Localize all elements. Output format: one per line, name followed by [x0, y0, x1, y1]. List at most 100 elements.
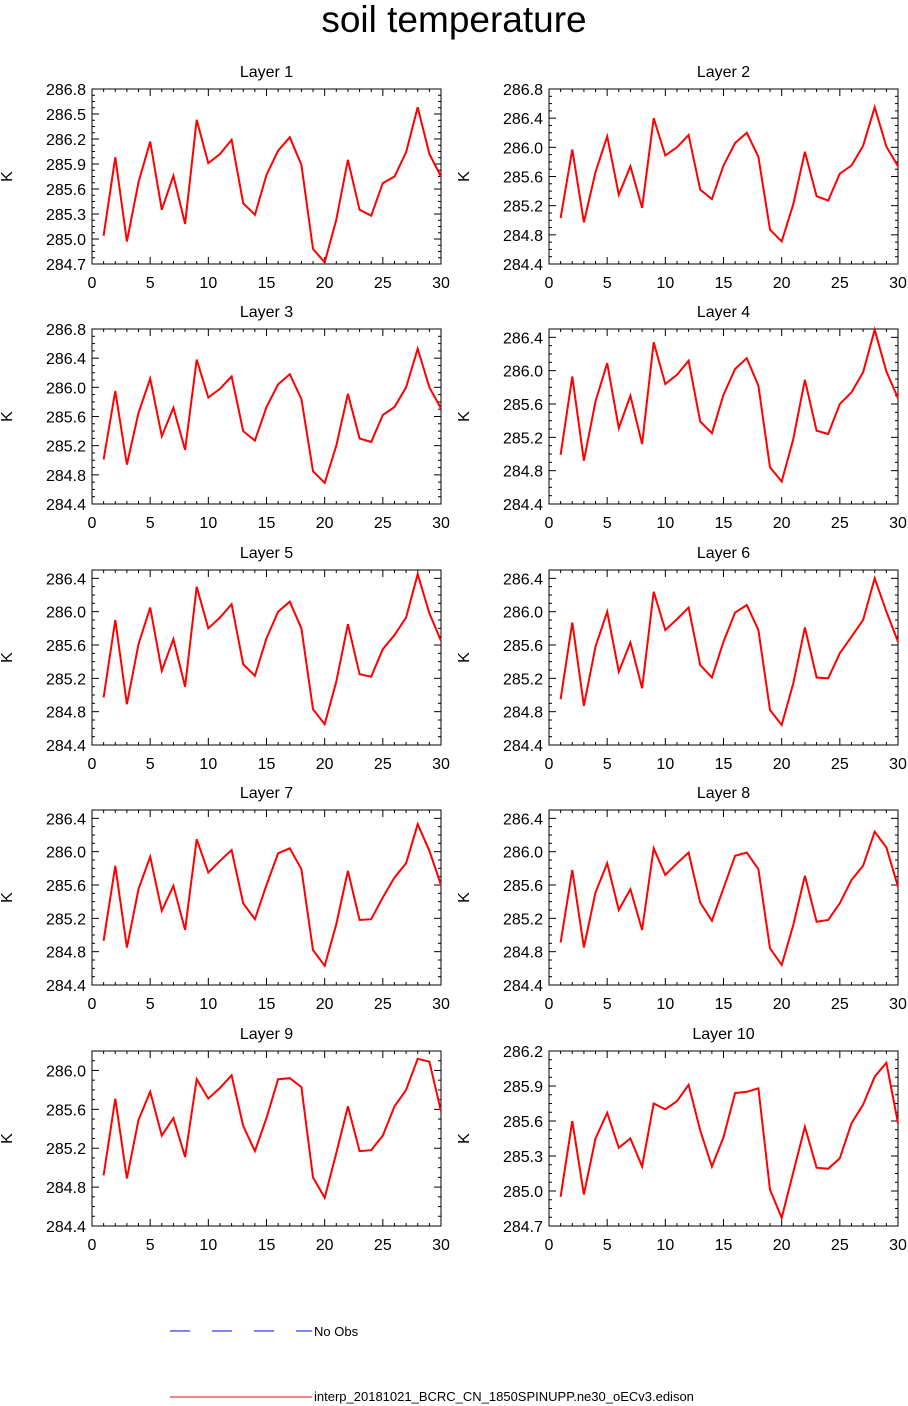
layer-2-xtick-label: 30	[889, 275, 907, 292]
layer-8-ytick-label: 285.2	[503, 911, 543, 928]
layer-9-xtick-label: 5	[146, 1237, 155, 1254]
layer-8-ytick-label: 286.0	[503, 845, 543, 862]
layer-7-xtick-label: 30	[432, 996, 450, 1013]
layer-1-ylabel: K	[0, 171, 16, 182]
layer-1-xtick-label: 15	[258, 275, 276, 292]
layer-10-xtick-label: 10	[656, 1237, 674, 1254]
layer-7-series-line	[102, 821, 442, 969]
layer-7-xtick-label: 5	[146, 996, 155, 1013]
layer-2-xtick-label: 10	[656, 275, 674, 292]
layer-9-series-line	[102, 1057, 442, 1201]
layer-7-ytick-label: 284.8	[46, 945, 86, 962]
layer-1-ytick-label: 286.8	[46, 82, 86, 99]
layer-3-ytick-label: 286.4	[46, 351, 86, 368]
layer-6-xtick-label: 5	[603, 756, 612, 773]
legend-model-label: interp_20181021_BCRC_CN_1850SPINUPP.ne30…	[314, 1389, 694, 1404]
layer-7-ytick-label: 285.6	[46, 878, 86, 895]
layer-5-xtick-label: 20	[316, 756, 334, 773]
layer-9-title: Layer 9	[240, 1026, 293, 1043]
layer-2-xtick-label: 25	[831, 275, 849, 292]
layer-3-xtick-label: 20	[316, 515, 334, 532]
layer-7-xtick-label: 0	[88, 996, 97, 1013]
layer-3-title: Layer 3	[240, 304, 293, 321]
layer-2-frame	[548, 88, 899, 265]
layer-7-xtick-label: 20	[316, 996, 334, 1013]
layer-5-ytick-label: 284.4	[46, 738, 86, 755]
layer-3-xtick-label: 15	[258, 515, 276, 532]
layer-2-xtick-label: 0	[545, 275, 554, 292]
layer-2-ytick-label: 286.0	[503, 140, 543, 157]
layer-8-ytick-label: 286.4	[503, 811, 543, 828]
layer-10-ytick-label: 285.9	[503, 1079, 543, 1096]
layer-3-ytick-label: 284.8	[46, 468, 86, 485]
layer-10-xtick-label: 30	[889, 1237, 907, 1254]
layer-4-ytick-label: 285.6	[503, 397, 543, 414]
layer-5-ytick-label: 285.6	[46, 638, 86, 655]
layer-2-ylabel: K	[456, 171, 473, 182]
layer-1-xtick-label: 5	[146, 275, 155, 292]
layer-4-ylabel: K	[456, 411, 473, 422]
layer-2-ytick-label: 285.2	[503, 199, 543, 216]
legend-obs-label: No Obs	[314, 1324, 359, 1339]
layer-2-xtick-label: 5	[603, 275, 612, 292]
layer-6-frame	[548, 569, 899, 746]
layer-1-ytick-label: 285.9	[46, 157, 86, 174]
layer-6-title: Layer 6	[697, 545, 750, 562]
layer-9-ytick-label: 285.6	[46, 1102, 86, 1119]
layer-6-xtick-label: 20	[773, 756, 791, 773]
layer-5-ytick-label: 284.8	[46, 705, 86, 722]
layer-9-xtick-label: 30	[432, 1237, 450, 1254]
layer-10-series-line	[559, 1060, 899, 1221]
layer-8-xtick-label: 20	[773, 996, 791, 1013]
layer-8-xtick-label: 10	[656, 996, 674, 1013]
layer-6-ytick-label: 285.2	[503, 671, 543, 688]
layer-9-xtick-label: 20	[316, 1237, 334, 1254]
layer-7-ytick-label: 284.4	[46, 978, 86, 995]
layer-4-xtick-label: 30	[889, 515, 907, 532]
layer-5-xtick-label: 30	[432, 756, 450, 773]
layer-3-ylabel: K	[0, 411, 16, 422]
layer-6-xtick-label: 15	[715, 756, 733, 773]
layer-3-xtick-label: 25	[374, 515, 392, 532]
layer-4-xtick-label: 25	[831, 515, 849, 532]
layer-9-frame	[91, 1050, 442, 1227]
layer-8-ytick-label: 284.8	[503, 945, 543, 962]
layer-10-xtick-label: 0	[545, 1237, 554, 1254]
layer-9-ytick-label: 284.4	[46, 1219, 86, 1236]
layer-1-xtick-label: 25	[374, 275, 392, 292]
layer-1-xtick-label: 10	[199, 275, 217, 292]
layer-10-xtick-label: 15	[715, 1237, 733, 1254]
layer-3-xtick-label: 5	[146, 515, 155, 532]
layer-10-ytick-label: 286.2	[503, 1044, 543, 1061]
figure-title: soil temperature	[321, 0, 587, 40]
layer-2-series-line	[559, 103, 899, 244]
layer-1-ytick-label: 286.2	[46, 132, 86, 149]
layer-5-ytick-label: 285.2	[46, 671, 86, 688]
layer-3-ytick-label: 286.0	[46, 380, 86, 397]
layer-5-xtick-label: 0	[88, 756, 97, 773]
layer-7-ytick-label: 286.0	[46, 845, 86, 862]
layer-4-frame	[548, 328, 899, 505]
layer-9-xtick-label: 15	[258, 1237, 276, 1254]
layer-4-ytick-label: 286.4	[503, 330, 543, 347]
layer-3-xtick-label: 30	[432, 515, 450, 532]
layer-4-series-line	[559, 326, 899, 484]
layer-10-ytick-label: 285.3	[503, 1149, 543, 1166]
layer-6-ytick-label: 286.4	[503, 571, 543, 588]
layer-10-xtick-label: 5	[603, 1237, 612, 1254]
layer-6-xtick-label: 30	[889, 756, 907, 773]
layer-8-series-line	[559, 829, 899, 968]
layer-4-xtick-label: 15	[715, 515, 733, 532]
layer-6-xtick-label: 25	[831, 756, 849, 773]
layer-6-ytick-label: 286.0	[503, 605, 543, 622]
layer-9-ytick-label: 284.8	[46, 1180, 86, 1197]
layer-9-ylabel: K	[0, 1133, 16, 1144]
layer-9-xtick-label: 10	[199, 1237, 217, 1254]
layer-7-title: Layer 7	[240, 785, 293, 802]
layer-6-ytick-label: 285.6	[503, 638, 543, 655]
layer-8-xtick-label: 30	[889, 996, 907, 1013]
layer-5-xtick-label: 25	[374, 756, 392, 773]
layer-5-title: Layer 5	[240, 545, 293, 562]
layer-4-xtick-label: 10	[656, 515, 674, 532]
